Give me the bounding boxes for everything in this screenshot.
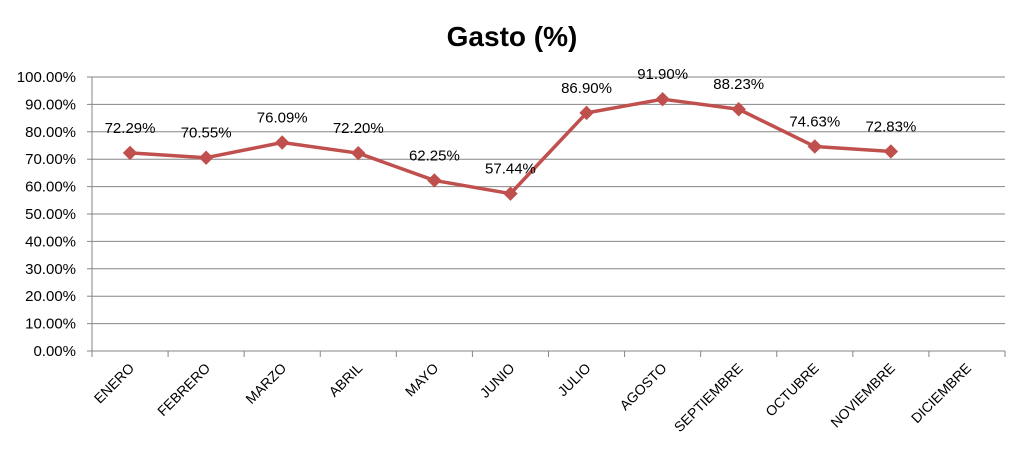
x-category-label: NOVIEMBRE bbox=[827, 360, 898, 431]
y-tick-label: 50.00% bbox=[25, 206, 76, 223]
data-point-marker bbox=[807, 139, 822, 154]
data-label: 72.83% bbox=[865, 118, 916, 135]
x-category-label: OCTUBRE bbox=[762, 360, 822, 420]
data-point-marker bbox=[275, 135, 290, 150]
y-tick-label: 0.00% bbox=[33, 343, 76, 360]
y-tick-label: 20.00% bbox=[25, 288, 76, 305]
x-category-label: AGOSTO bbox=[616, 360, 670, 414]
x-category-label: DICIEMBRE bbox=[908, 360, 974, 426]
data-point-marker bbox=[503, 186, 518, 201]
gridlines bbox=[92, 76, 1005, 325]
data-label: 72.29% bbox=[105, 120, 156, 137]
y-tick-label: 100.00% bbox=[17, 69, 76, 86]
x-category-label: MARZO bbox=[242, 360, 289, 407]
data-point-marker bbox=[731, 102, 746, 117]
axes bbox=[87, 76, 1006, 357]
data-label: 88.23% bbox=[713, 76, 764, 93]
data-label: 86.90% bbox=[561, 80, 612, 97]
y-tick-label: 30.00% bbox=[25, 261, 76, 278]
data-label: 91.90% bbox=[637, 66, 688, 83]
data-label: 62.25% bbox=[409, 147, 460, 164]
data-label: 72.20% bbox=[333, 120, 384, 137]
data-point-marker bbox=[122, 145, 138, 161]
series-line-path bbox=[129, 97, 891, 196]
y-tick-label: 10.00% bbox=[25, 316, 76, 333]
data-point-marker bbox=[883, 144, 899, 159]
x-category-label: MAYO bbox=[402, 360, 442, 400]
data-label: 70.55% bbox=[181, 125, 232, 142]
y-axis-tick-labels: 0.00% 10.00% 20.00% 30.00% 40.00% 50.00% 60.00… bbox=[17, 69, 76, 360]
data-label: 76.09% bbox=[257, 110, 308, 127]
series-line bbox=[129, 97, 891, 196]
data-label: 74.63% bbox=[789, 114, 840, 131]
y-tick-label: 60.00% bbox=[25, 179, 76, 196]
y-tick-label: 70.00% bbox=[25, 151, 76, 168]
data-point-marker bbox=[198, 150, 214, 165]
data-labels: 72.29% 70.55% 76.09% 72.20% 62.25% 57.44% 86.9… bbox=[105, 66, 917, 177]
data-point-marker bbox=[655, 91, 670, 107]
x-category-label: FEBRERO bbox=[154, 360, 213, 419]
y-tick-label: 40.00% bbox=[25, 233, 76, 250]
y-tick-label: 90.00% bbox=[25, 96, 76, 113]
chart-title: Gasto (%) bbox=[447, 21, 578, 52]
data-label: 57.44% bbox=[485, 161, 536, 178]
x-axis-category-labels: ENERO FEBRERO MARZO ABRIL MAYO JUNIO JULIO AGOS… bbox=[91, 360, 974, 435]
y-tick-label: 80.00% bbox=[25, 124, 76, 141]
data-point-marker bbox=[579, 105, 594, 121]
x-category-label: JULIO bbox=[554, 360, 593, 399]
x-category-label: ENERO bbox=[91, 360, 138, 407]
x-category-label: JUNIO bbox=[477, 360, 518, 401]
data-point-marker bbox=[427, 173, 442, 188]
data-markers bbox=[122, 91, 899, 201]
data-point-marker bbox=[351, 145, 366, 161]
x-category-label: ABRIL bbox=[325, 360, 365, 400]
x-category-label: SEPTIEMBRE bbox=[671, 360, 746, 435]
